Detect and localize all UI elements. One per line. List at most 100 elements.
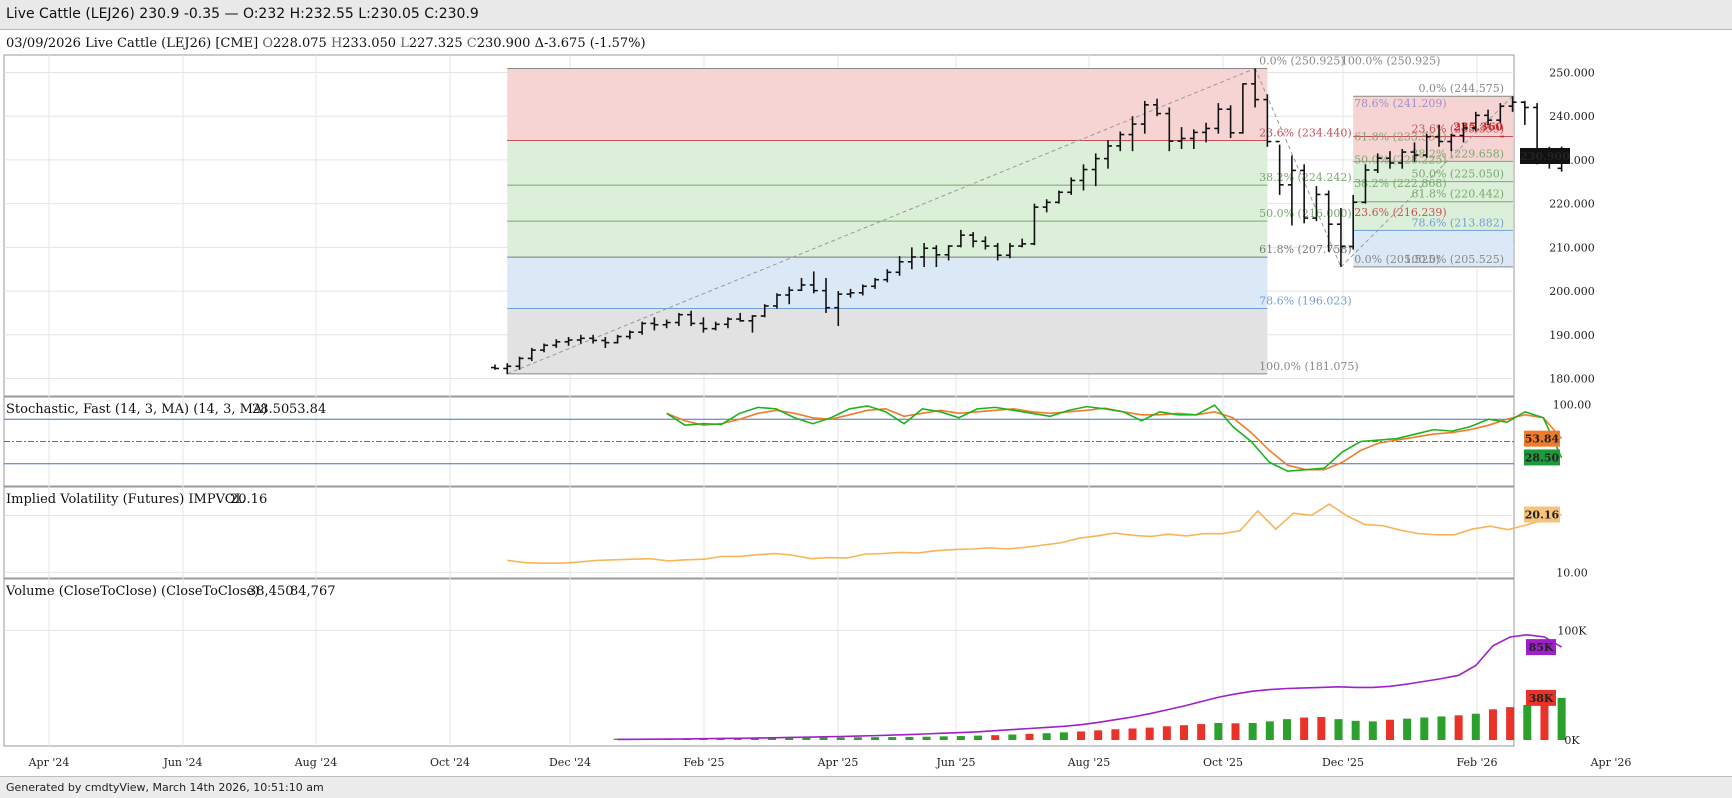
chart-area[interactable]: 0.0% (250.925) 23.6% (234.440) 38.2% (224.… [0, 30, 1732, 776]
volume-bar [1162, 726, 1171, 740]
trend-line-right [1340, 95, 1513, 268]
stoch-k-badge [1524, 449, 1560, 466]
x-tick-label: Aug '24 [294, 756, 338, 769]
volume-bar [1231, 723, 1240, 740]
fib_right-level-label: 38.2% (229.658) [1411, 147, 1504, 160]
fib-right-inner-label: 0.0% (205.525) [1354, 253, 1440, 266]
fib-right-inner-label: 38.2% (222.868) [1354, 177, 1447, 190]
fib_right-level-label: 61.8% (220.442) [1411, 188, 1504, 201]
volume-bar [1471, 713, 1480, 740]
fib_right-level-label: 0.0% (244.575) [1418, 82, 1504, 95]
volume-bar [1334, 719, 1343, 740]
stoch-title: Stochastic, Fast (14, 3, MA) (14, 3, MA) [6, 402, 267, 417]
volume-bar [1437, 716, 1446, 740]
volume-bar [1059, 732, 1068, 740]
price-tick-label: 250.000 [1549, 66, 1595, 79]
last-price-badge [1520, 147, 1570, 164]
volume-bar [1008, 734, 1017, 740]
volume-bar [888, 737, 897, 740]
volume-bar [1300, 717, 1309, 740]
volume-bar [1145, 727, 1154, 740]
volume-bar [733, 738, 742, 740]
price-tick-label: 210.000 [1549, 241, 1595, 254]
fib_left-band [507, 140, 1268, 186]
iv-title: Implied Volatility (Futures) IMPVOL [6, 492, 244, 507]
vol-badge-label: 38K [1529, 692, 1554, 705]
volume-bar [991, 735, 1000, 740]
volume-bar [1214, 723, 1223, 740]
vol-tick-label: 0K [1564, 734, 1580, 747]
trend-line-mid [1254, 68, 1342, 268]
volume-bar [1025, 733, 1034, 740]
fib_right-level-label: 100.0% (205.525) [1404, 253, 1504, 266]
stoch-d-value: 53.84 [289, 402, 326, 417]
price-tick-label: 180.000 [1549, 373, 1595, 386]
volume-bar [1523, 704, 1532, 740]
price-tick-label: 200.000 [1549, 285, 1595, 298]
x-tick-label: Apr '26 [1590, 756, 1632, 769]
volume-bar [1282, 719, 1291, 740]
volume-bar [802, 737, 811, 740]
x-tick-label: Oct '24 [430, 756, 470, 769]
stoch-d-line [666, 407, 1563, 471]
x-tick-label: Jun '24 [162, 756, 202, 769]
volume-bar [871, 737, 880, 740]
fib-left-top-label: 100.0% (250.925) [1341, 54, 1441, 67]
x-tick-label: Apr '24 [28, 756, 70, 769]
fib_left-band [507, 185, 1268, 222]
volume-bar [1557, 697, 1566, 740]
fib_left-band [507, 257, 1268, 309]
volume-bar [1351, 720, 1360, 740]
trend-line-left [507, 67, 1256, 375]
fib_left-level-label: 23.6% (234.440) [1259, 127, 1352, 140]
volume-bar [1420, 717, 1429, 740]
volume-ma-line [617, 633, 1563, 741]
price-bars [491, 68, 1566, 375]
fib_right-band [1353, 181, 1513, 202]
fib_left-level-label: 100.0% (181.075) [1259, 360, 1359, 373]
fib_right-band [1353, 161, 1513, 182]
volume-bar [974, 735, 983, 740]
fib_left-band [507, 68, 1268, 141]
vol-ma-badge-label: 85K [1529, 641, 1554, 654]
volume-bar [853, 737, 862, 740]
footer: Generated by cmdtyView, March 14th 2026,… [0, 776, 1732, 798]
volume-bar [1111, 729, 1120, 740]
price-tick-label: 240.000 [1549, 110, 1595, 123]
fib_right-level-label: 78.6% (213.882) [1411, 216, 1504, 229]
fib_left-level-label: 38.2% (224.242) [1259, 171, 1352, 184]
volume-bar [836, 737, 845, 740]
volume-bar [922, 736, 931, 740]
volume-bar [1077, 731, 1086, 740]
volume-title: Volume (CloseToClose) (CloseToClose) [5, 584, 259, 599]
volume-bar [819, 737, 828, 740]
stoch-k-badge-label: 28.50 [1525, 451, 1560, 464]
vol-tick-label: 100K [1557, 624, 1587, 637]
fib-right-inner-label: 50.0% (228.225) [1354, 154, 1447, 167]
fib-right-inner-label: 23.6% (216.239) [1354, 206, 1447, 219]
iv-line [507, 503, 1562, 565]
volume-bar [1094, 730, 1103, 740]
volume-bar [1506, 707, 1515, 740]
volume-bar [1317, 716, 1326, 740]
header-line: 03/09/2026 Live Cattle (LEJ26) [CME] O22… [6, 36, 646, 51]
vol-badge [1526, 689, 1556, 706]
fib_left-band [507, 221, 1268, 258]
volume-bar [1180, 725, 1189, 740]
fibonacci-retracements[interactable]: 0.0% (250.925) 23.6% (234.440) 38.2% (224.… [507, 54, 1513, 375]
stoch-k-value: 28.50 [252, 402, 289, 417]
fib-right-inner-label: 78.6% (241.209) [1354, 97, 1447, 110]
fib_left-level-label: 0.0% (250.925) [1259, 54, 1345, 67]
axes: Apr '24 Jun '24 Aug '24 Oct '24 Dec '24 Feb '… [28, 66, 1632, 769]
volume-bar [1128, 728, 1137, 740]
fib_left-level-label: 78.6% (196.023) [1259, 294, 1352, 307]
volume-bar [750, 738, 759, 740]
iv-tick-label: 10.00 [1556, 566, 1588, 579]
volume-bar [1540, 700, 1549, 740]
volume-panel: Volume (CloseToClose) (CloseToClose)38,4… [4, 584, 1566, 741]
volume-bar [1488, 709, 1497, 740]
volume-bar [1042, 733, 1051, 740]
fib_right-level-label: 23.6% (235.359) [1411, 122, 1504, 135]
x-tick-label: Jun '25 [935, 756, 975, 769]
